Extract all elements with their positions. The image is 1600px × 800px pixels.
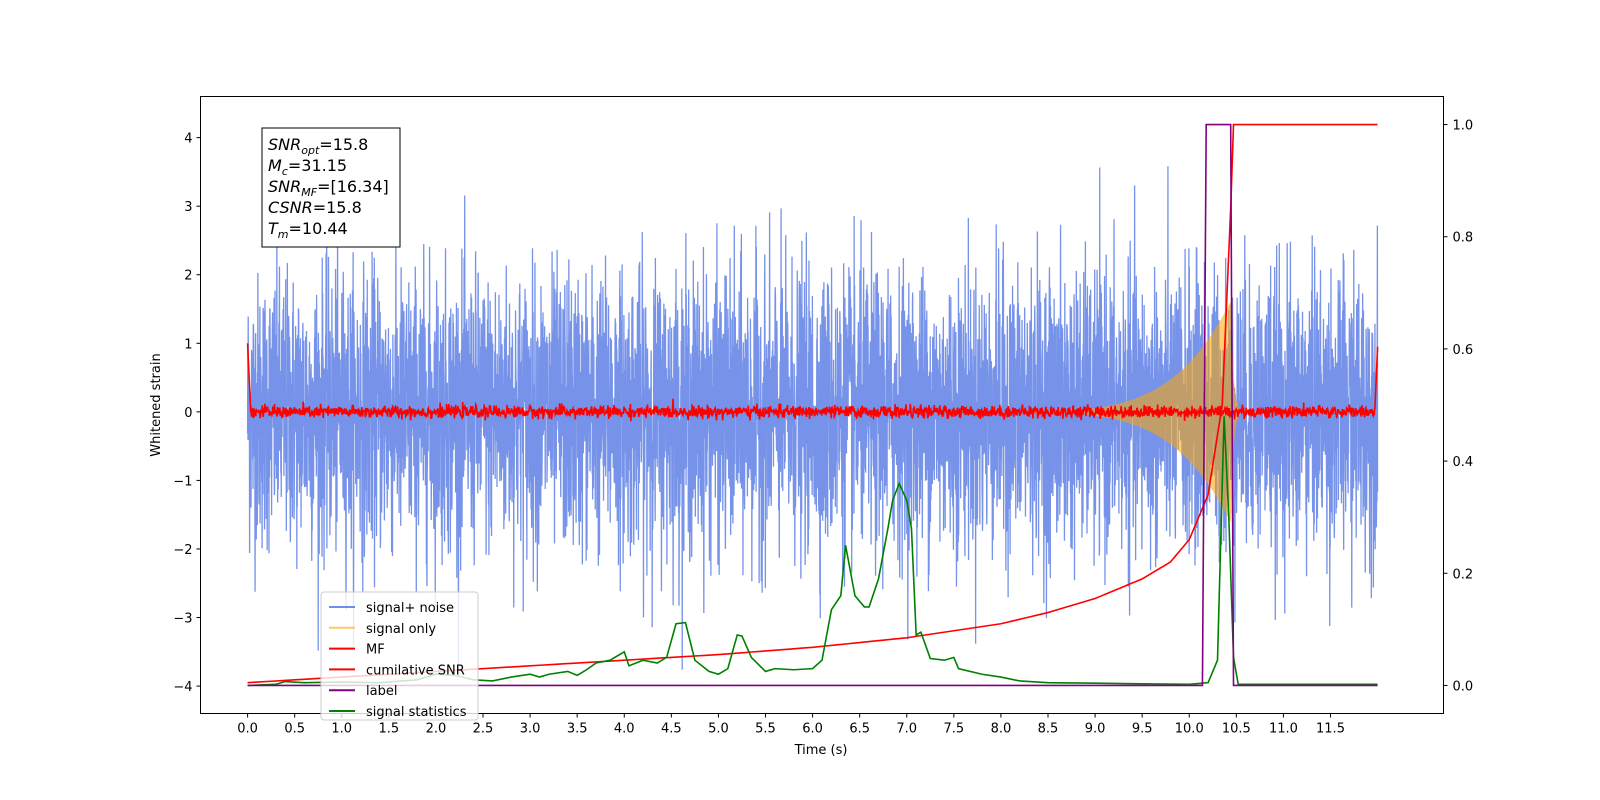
x-tick-label: 7.0 <box>896 722 917 737</box>
info-subscript: MF <box>301 186 317 199</box>
y-right-tick-label: 0.2 <box>1453 567 1474 582</box>
info-box: SNRopt=15.8Mc=31.15SNRMF=[16.34]CSNR=15.… <box>261 127 401 248</box>
x-tick-label: 0.0 <box>237 722 258 737</box>
x-tick-label: 5.5 <box>755 722 776 737</box>
x-tick-label: 11.0 <box>1269 722 1298 737</box>
info-box-lines: SNRopt=15.8Mc=31.15SNRMF=[16.34]CSNR=15.… <box>268 135 389 241</box>
x-tick-label: 5.0 <box>708 722 729 737</box>
info-symbol: SNR <box>268 177 301 196</box>
y-right-tick-label: 1.0 <box>1453 119 1474 134</box>
x-tick-label: 3.0 <box>520 722 541 737</box>
legend-label: label <box>366 684 397 699</box>
x-tick-label: 7.5 <box>943 722 964 737</box>
y-right-tick-label: 0.0 <box>1453 679 1474 694</box>
x-tick-label: 9.5 <box>1132 722 1153 737</box>
info-line: SNRMF=[16.34] <box>268 177 389 199</box>
y-axis-ticks-right: 1.0 0.8 0.6 0.4 0.2 0.0 <box>1443 119 1474 694</box>
series-mf-line <box>246 343 1379 422</box>
info-value: =10.44 <box>289 219 348 238</box>
info-subscript: opt <box>301 144 320 157</box>
series-label-line <box>247 123 1378 687</box>
info-symbol: CSNR <box>268 198 313 217</box>
x-tick-label: 0.5 <box>284 722 305 737</box>
x-tick-label: 1.0 <box>331 722 352 737</box>
legend-label: signal statistics <box>366 705 467 720</box>
info-line: Tm=10.44 <box>268 219 348 241</box>
x-tick-label: 2.0 <box>426 722 447 737</box>
plot-frame <box>200 96 1444 714</box>
y-tick-label: −1 <box>173 474 192 489</box>
info-subscript: m <box>278 228 289 241</box>
x-tick-label: 3.5 <box>567 722 588 737</box>
info-line: SNRopt=15.8 <box>268 135 368 157</box>
x-tick-label: 10.5 <box>1222 722 1251 737</box>
series-cumulative-snr-line <box>247 123 1378 684</box>
info-subscript: c <box>282 165 288 178</box>
info-value: =[16.34] <box>317 177 389 196</box>
x-tick-label: 2.5 <box>473 722 494 737</box>
legend-label: signal only <box>366 622 436 637</box>
info-line: Mc=31.15 <box>268 156 347 178</box>
x-tick-label: 9.0 <box>1085 722 1106 737</box>
y-axis-ticks-left: 4 3 2 1 0 −1 −2 −3 −4 <box>173 132 201 695</box>
x-tick-label: 1.5 <box>378 722 399 737</box>
info-value: =31.15 <box>288 156 347 175</box>
y-axis-label: Whitened strain <box>149 353 164 456</box>
x-tick-label: 10.0 <box>1175 722 1204 737</box>
x-tick-label: 4.0 <box>614 722 635 737</box>
y-tick-label: −3 <box>173 612 192 627</box>
x-axis-label: Time (s) <box>794 743 848 758</box>
legend-label: signal+ noise <box>366 601 454 616</box>
info-symbol: T <box>268 219 279 238</box>
y-right-tick-label: 0.4 <box>1453 455 1474 470</box>
x-tick-label: 4.5 <box>661 722 682 737</box>
info-value: =15.8 <box>319 135 368 154</box>
legend-items: signal+ noise signal only MF cumilative SNR… <box>329 601 467 720</box>
plot-series-layer <box>246 123 1379 687</box>
y-tick-label: 2 <box>184 269 192 284</box>
y-right-tick-label: 0.8 <box>1453 231 1474 246</box>
info-symbol: SNR <box>268 135 301 154</box>
info-symbol: M <box>268 156 282 175</box>
info-value: =15.8 <box>313 198 362 217</box>
x-axis-ticks: 0.0 0.5 1.0 1.5 2.0 2.5 3.0 3.5 4.0 4.5 5.0 5.5 6.0 6… <box>237 713 1345 737</box>
info-line: CSNR=15.8 <box>268 198 362 217</box>
x-tick-label: 6.0 <box>802 722 823 737</box>
y-tick-label: 3 <box>184 200 192 215</box>
y-tick-label: 1 <box>184 337 192 352</box>
legend-frame <box>320 591 479 721</box>
info-box-frame <box>261 127 401 248</box>
series-signal-statistics-line <box>247 416 1378 687</box>
y-tick-label: 4 <box>184 132 192 147</box>
x-tick-label: 8.0 <box>991 722 1012 737</box>
y-tick-label: −2 <box>173 543 192 558</box>
y-tick-label: 0 <box>184 406 192 421</box>
y-tick-label: −4 <box>173 680 192 695</box>
x-tick-label: 8.5 <box>1038 722 1059 737</box>
legend-label: MF <box>366 643 385 658</box>
legend-label: cumilative SNR <box>366 663 465 678</box>
x-tick-label: 6.5 <box>849 722 870 737</box>
legend: signal+ noise signal only MF cumilative SNR… <box>320 591 479 721</box>
y-right-tick-label: 0.6 <box>1453 343 1474 358</box>
x-tick-label: 11.5 <box>1316 722 1345 737</box>
